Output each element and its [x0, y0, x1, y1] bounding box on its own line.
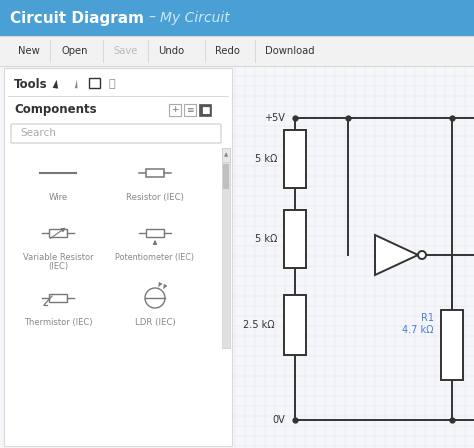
Bar	[223, 164, 229, 189]
Bar	[146, 229, 164, 237]
Bar	[89, 78, 100, 88]
Text: (IEC): (IEC)	[48, 262, 68, 271]
Text: Download: Download	[265, 46, 315, 56]
Bar	[184, 104, 196, 116]
Text: Variable Resistor: Variable Resistor	[23, 253, 93, 262]
Circle shape	[418, 251, 426, 259]
Bar	[49, 294, 67, 302]
Bar	[0, 66, 474, 448]
Polygon shape	[375, 235, 418, 275]
Text: Tools: Tools	[14, 78, 47, 90]
Text: Open: Open	[62, 46, 89, 56]
Text: ■: ■	[201, 105, 209, 115]
Bar	[49, 229, 67, 237]
Text: ✊: ✊	[109, 79, 115, 89]
Text: 5 kΩ: 5 kΩ	[255, 154, 277, 164]
Bar	[0, 0, 474, 36]
Circle shape	[145, 288, 165, 308]
Bar	[284, 130, 306, 188]
Bar	[222, 148, 230, 162]
Text: My Circuit: My Circuit	[160, 11, 230, 25]
Text: Redo: Redo	[215, 46, 240, 56]
FancyBboxPatch shape	[11, 124, 221, 143]
Bar	[441, 310, 463, 380]
Text: 4.7 kΩ: 4.7 kΩ	[402, 325, 434, 335]
Text: Components: Components	[14, 103, 97, 116]
Text: Thermistor (IEC): Thermistor (IEC)	[24, 318, 92, 327]
Bar	[169, 104, 181, 116]
Text: Search: Search	[20, 129, 56, 138]
Bar	[222, 148, 230, 348]
Bar	[146, 169, 164, 177]
Text: +: +	[171, 105, 179, 115]
Text: ≡: ≡	[186, 105, 194, 115]
Text: Resistor (IEC): Resistor (IEC)	[126, 193, 184, 202]
Text: ▲: ▲	[224, 152, 228, 158]
Text: Wire: Wire	[48, 193, 68, 202]
Text: New: New	[18, 46, 40, 56]
Text: Potentiometer (IEC): Potentiometer (IEC)	[116, 253, 194, 262]
Bar	[199, 104, 211, 116]
Bar	[0, 36, 474, 66]
Text: 2.5 kΩ: 2.5 kΩ	[243, 320, 275, 330]
Text: 0V: 0V	[272, 415, 285, 425]
Text: –: –	[148, 11, 155, 25]
Text: Circuit Diagram: Circuit Diagram	[10, 10, 144, 26]
Text: 5 kΩ: 5 kΩ	[255, 234, 277, 244]
Text: +5V: +5V	[264, 113, 285, 123]
Text: Undo: Undo	[158, 46, 184, 56]
Text: Save: Save	[113, 46, 137, 56]
Text: R1: R1	[421, 313, 434, 323]
Bar	[284, 295, 306, 355]
Text: LDR (IEC): LDR (IEC)	[135, 318, 175, 327]
Bar	[284, 210, 306, 268]
Bar	[4, 68, 232, 446]
